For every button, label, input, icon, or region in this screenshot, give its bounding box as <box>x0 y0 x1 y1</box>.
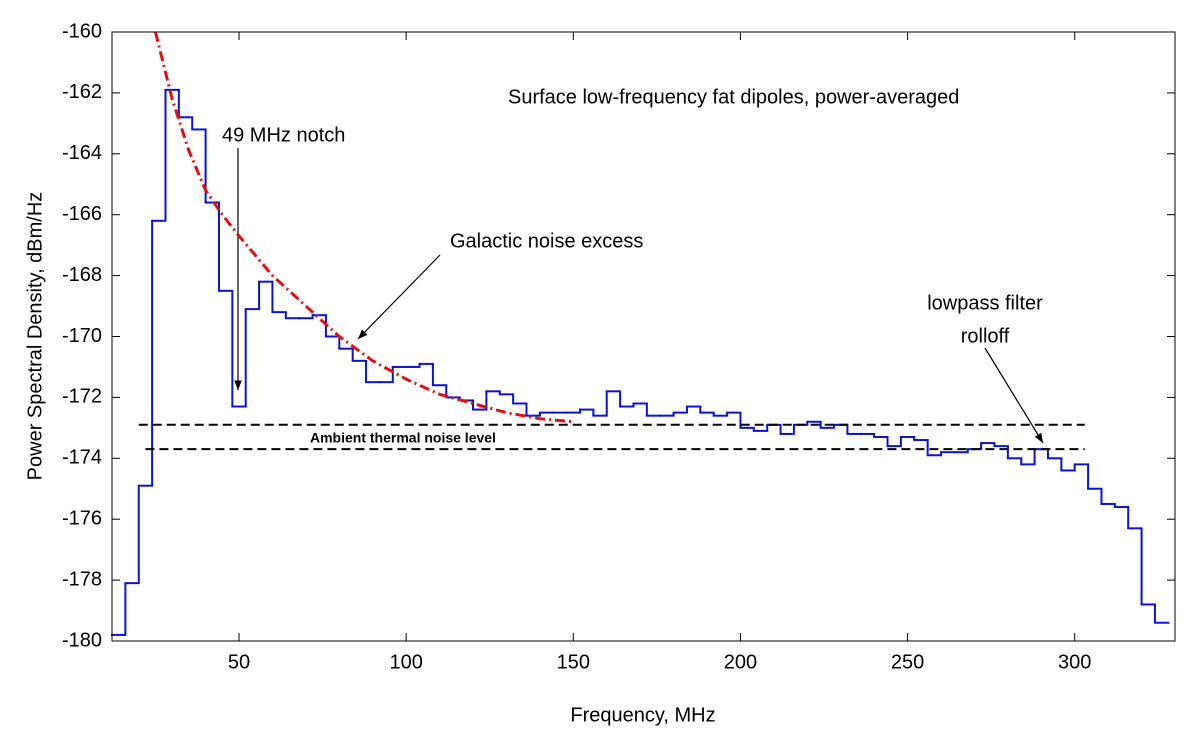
x-tick-label: 150 <box>557 651 590 673</box>
y-axis-label: Power Spectral Density, dBm/Hz <box>24 192 46 481</box>
y-tick-label: -180 <box>62 629 102 651</box>
y-tick-label: -160 <box>62 20 102 42</box>
y-tick-label: -170 <box>62 325 102 347</box>
annotation: Galactic noise excess <box>450 230 643 252</box>
y-tick-label: -172 <box>62 386 102 408</box>
reference-line <box>154 31 574 424</box>
annotation: Ambient thermal noise level <box>310 430 496 446</box>
annotation: lowpass filter <box>927 292 1043 314</box>
axes-frame <box>111 31 1176 642</box>
plot-area <box>112 32 1175 641</box>
arrow <box>357 254 441 340</box>
y-tick-label: -178 <box>62 568 102 590</box>
annotation: rolloff <box>961 325 1010 347</box>
arrow <box>984 347 1044 444</box>
y-tick-label: -166 <box>62 203 102 225</box>
x-axis-label: Frequency, MHz <box>570 704 715 726</box>
y-tick-label: -162 <box>62 81 102 103</box>
x-tick-label: 300 <box>1058 651 1091 673</box>
y-tick-label: -176 <box>62 507 102 529</box>
x-tick-label: 50 <box>228 651 250 673</box>
y-tick-label: -168 <box>62 264 102 286</box>
x-tick-label: 200 <box>724 651 757 673</box>
x-tick-label: 100 <box>389 651 422 673</box>
annotation: 49 MHz notch <box>222 124 345 146</box>
y-tick-label: -174 <box>62 447 102 469</box>
annotation: Surface low-frequency fat dipoles, power… <box>508 86 959 108</box>
y-tick-label: -164 <box>62 142 102 164</box>
x-tick-label: 250 <box>891 651 924 673</box>
